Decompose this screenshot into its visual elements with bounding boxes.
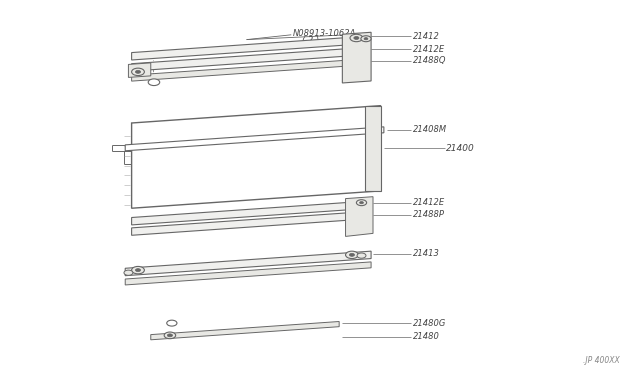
Circle shape [124, 270, 133, 275]
Text: 21400: 21400 [447, 144, 475, 153]
Polygon shape [132, 59, 368, 81]
Circle shape [136, 70, 141, 73]
Polygon shape [132, 201, 371, 225]
Circle shape [168, 334, 173, 337]
Circle shape [361, 36, 371, 42]
Polygon shape [342, 32, 371, 83]
Polygon shape [125, 127, 384, 151]
Circle shape [364, 38, 368, 40]
Polygon shape [365, 106, 381, 191]
Polygon shape [132, 47, 368, 71]
Text: .JP 400XX: .JP 400XX [584, 356, 620, 365]
Text: 21480G: 21480G [413, 319, 447, 328]
Circle shape [360, 202, 364, 204]
Text: ( 2 ): ( 2 ) [302, 36, 319, 45]
Text: 21412E: 21412E [413, 45, 445, 54]
Circle shape [346, 251, 358, 259]
Circle shape [167, 320, 177, 326]
Text: N08913-1062A: N08913-1062A [293, 29, 356, 38]
Circle shape [132, 266, 145, 274]
Text: 21412E: 21412E [413, 198, 445, 207]
Circle shape [148, 79, 160, 86]
Circle shape [350, 34, 363, 42]
Polygon shape [132, 106, 381, 208]
Circle shape [132, 68, 145, 76]
Circle shape [354, 36, 359, 39]
Text: 21413: 21413 [413, 249, 440, 258]
Polygon shape [125, 251, 371, 276]
Text: 21488P: 21488P [413, 211, 445, 219]
Polygon shape [129, 63, 151, 77]
Circle shape [349, 253, 355, 256]
Polygon shape [132, 211, 371, 235]
Text: 21488Q: 21488Q [413, 57, 447, 65]
Circle shape [356, 200, 367, 206]
Circle shape [357, 253, 366, 258]
Circle shape [164, 332, 175, 339]
Text: 21412: 21412 [413, 32, 440, 41]
Polygon shape [151, 321, 339, 340]
Circle shape [136, 269, 141, 272]
Polygon shape [132, 36, 368, 60]
Text: 21480: 21480 [413, 332, 440, 341]
Polygon shape [125, 262, 371, 285]
Polygon shape [346, 197, 373, 236]
Text: 21408M: 21408M [413, 125, 447, 134]
